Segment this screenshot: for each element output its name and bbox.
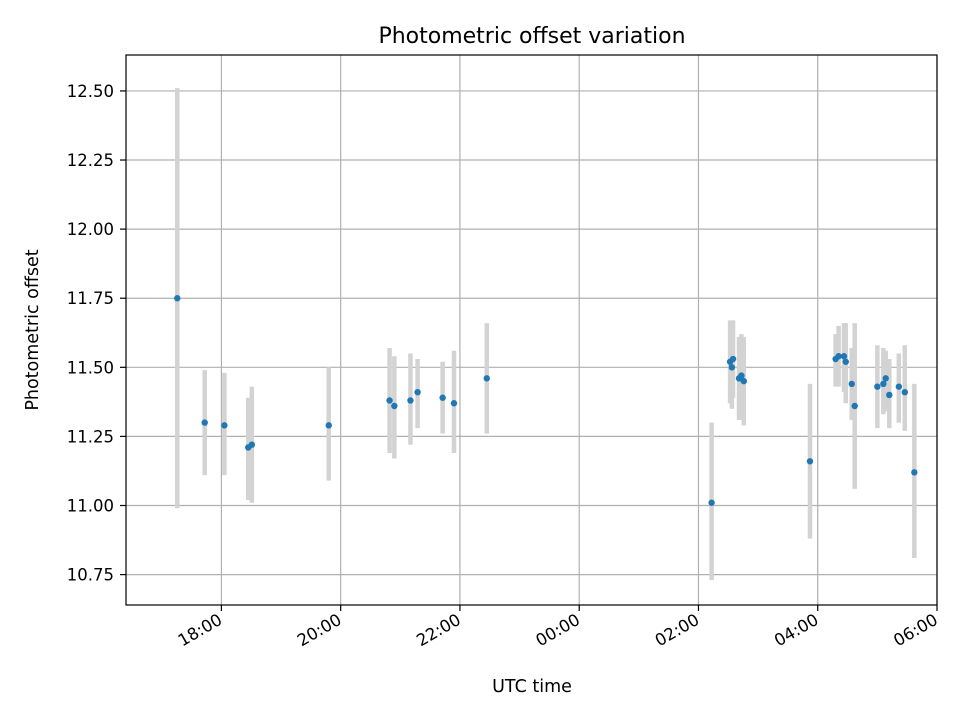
y-tick-label: 10.75 xyxy=(67,566,114,585)
y-tick-label: 12.50 xyxy=(67,82,114,101)
x-tick-label: 22:00 xyxy=(413,610,464,650)
data-point xyxy=(882,375,889,382)
data-point xyxy=(911,469,918,476)
y-tick-label: 11.50 xyxy=(67,358,114,377)
data-point xyxy=(874,383,881,390)
y-tick-label: 12.25 xyxy=(67,151,114,170)
data-point xyxy=(221,422,228,429)
y-tick-label: 12.00 xyxy=(67,220,114,239)
data-point xyxy=(391,402,398,410)
tick-layer: 18:00 20:00 22:00 00:00 02:00 04:00 06:00 10.75… xyxy=(67,82,941,650)
x-tick-label: 04:00 xyxy=(771,610,822,650)
data-point xyxy=(450,400,458,407)
data-point xyxy=(901,388,908,396)
x-tick-label: 00:00 xyxy=(533,610,584,650)
data-point xyxy=(806,458,814,465)
data-point xyxy=(835,353,842,360)
data-point xyxy=(325,422,332,429)
data-point xyxy=(842,358,849,365)
y-tick-label: 11.75 xyxy=(67,289,114,308)
data-point xyxy=(174,295,181,302)
x-axis-label: UTC time xyxy=(492,677,572,697)
y-tick-label: 11.00 xyxy=(67,497,114,516)
data-point xyxy=(248,441,256,448)
data-point xyxy=(386,397,393,404)
data-point xyxy=(880,380,887,388)
x-tick-label: 02:00 xyxy=(652,610,703,650)
chart-title: Photometric offset variation xyxy=(378,24,685,49)
data-point xyxy=(439,394,446,401)
data-point xyxy=(895,383,903,390)
data-point xyxy=(414,388,421,396)
data-point xyxy=(851,402,858,410)
y-tick-label: 11.25 xyxy=(67,427,114,446)
errorbar-layer xyxy=(175,88,917,581)
data-point xyxy=(738,372,745,379)
x-tick-label: 06:00 xyxy=(890,610,941,650)
y-axis-label: Photometric offset xyxy=(23,249,43,410)
point-layer xyxy=(174,295,918,506)
data-point xyxy=(728,364,736,371)
data-point xyxy=(708,499,715,506)
data-point xyxy=(483,375,490,382)
data-point xyxy=(407,397,414,404)
data-point xyxy=(740,377,747,385)
data-point xyxy=(201,419,208,426)
data-point xyxy=(729,355,737,363)
plot-frame xyxy=(125,54,938,606)
data-point xyxy=(886,391,893,399)
data-point xyxy=(840,353,848,360)
data-point xyxy=(848,380,855,388)
x-tick-label: 18:00 xyxy=(175,610,226,650)
x-tick-label: 20:00 xyxy=(294,610,345,650)
grid-layer xyxy=(126,55,938,605)
